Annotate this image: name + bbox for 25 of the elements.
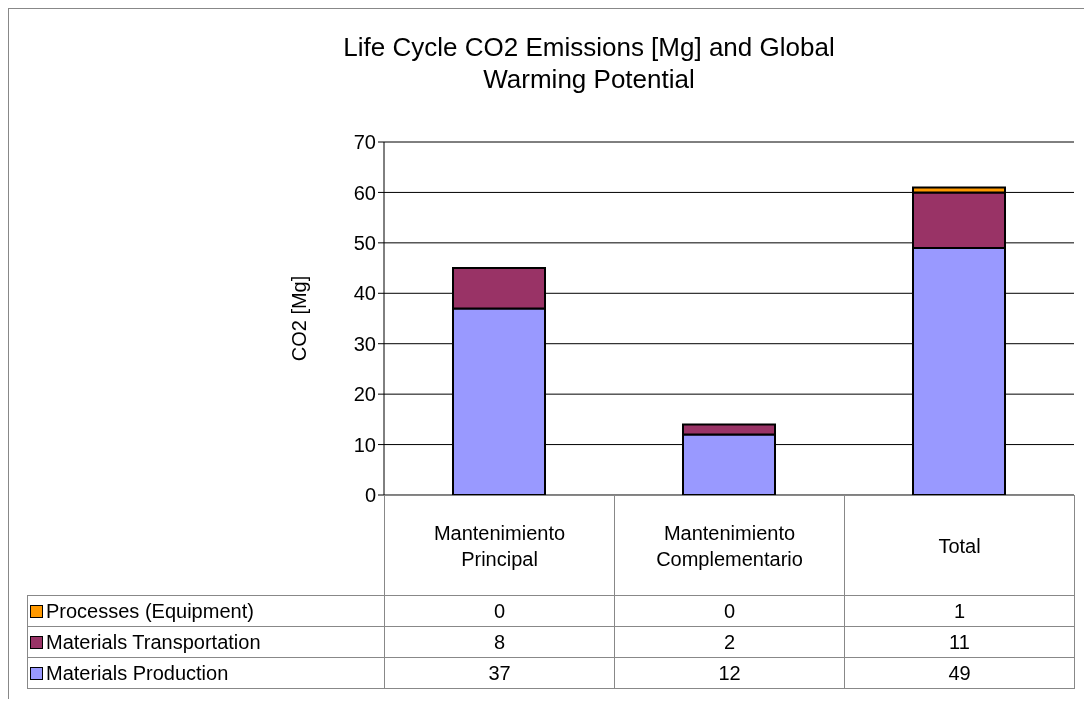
x-tick-label: Mantenimiento Principal: [384, 495, 615, 596]
data-label: 0: [384, 595, 615, 627]
legend-label: Processes (Equipment): [27, 595, 385, 627]
data-label: 1: [844, 595, 1075, 627]
data-label: 0: [614, 595, 845, 627]
legend-label: Materials Production: [27, 657, 385, 689]
data-label: 12: [614, 657, 845, 689]
y-tick-label: 20: [353, 383, 376, 406]
data-label: 2: [614, 626, 845, 658]
y-tick-label: 10: [353, 433, 376, 456]
chart-title: Life Cycle CO2 Emissions [Mg] and Global Warming Potential: [342, 31, 836, 95]
data-label: 11: [844, 626, 1075, 658]
y-tick-label: 50: [353, 231, 376, 254]
y-tick-label: 30: [353, 332, 376, 355]
y-tick-label: 40: [353, 282, 376, 305]
y-axis-title: CO2 [Mg]: [288, 275, 311, 362]
x-tick-label: Mantenimiento Complementario: [614, 495, 845, 596]
x-tick-label: Total: [844, 495, 1075, 596]
y-tick-label: 70: [353, 131, 376, 154]
data-label: 49: [844, 657, 1075, 689]
data-label: 8: [384, 626, 615, 658]
data-label: 37: [384, 657, 615, 689]
y-tick-label: 60: [353, 181, 376, 204]
legend-label: Materials Transportation: [27, 626, 385, 658]
y-tick-label: 0: [364, 484, 376, 507]
